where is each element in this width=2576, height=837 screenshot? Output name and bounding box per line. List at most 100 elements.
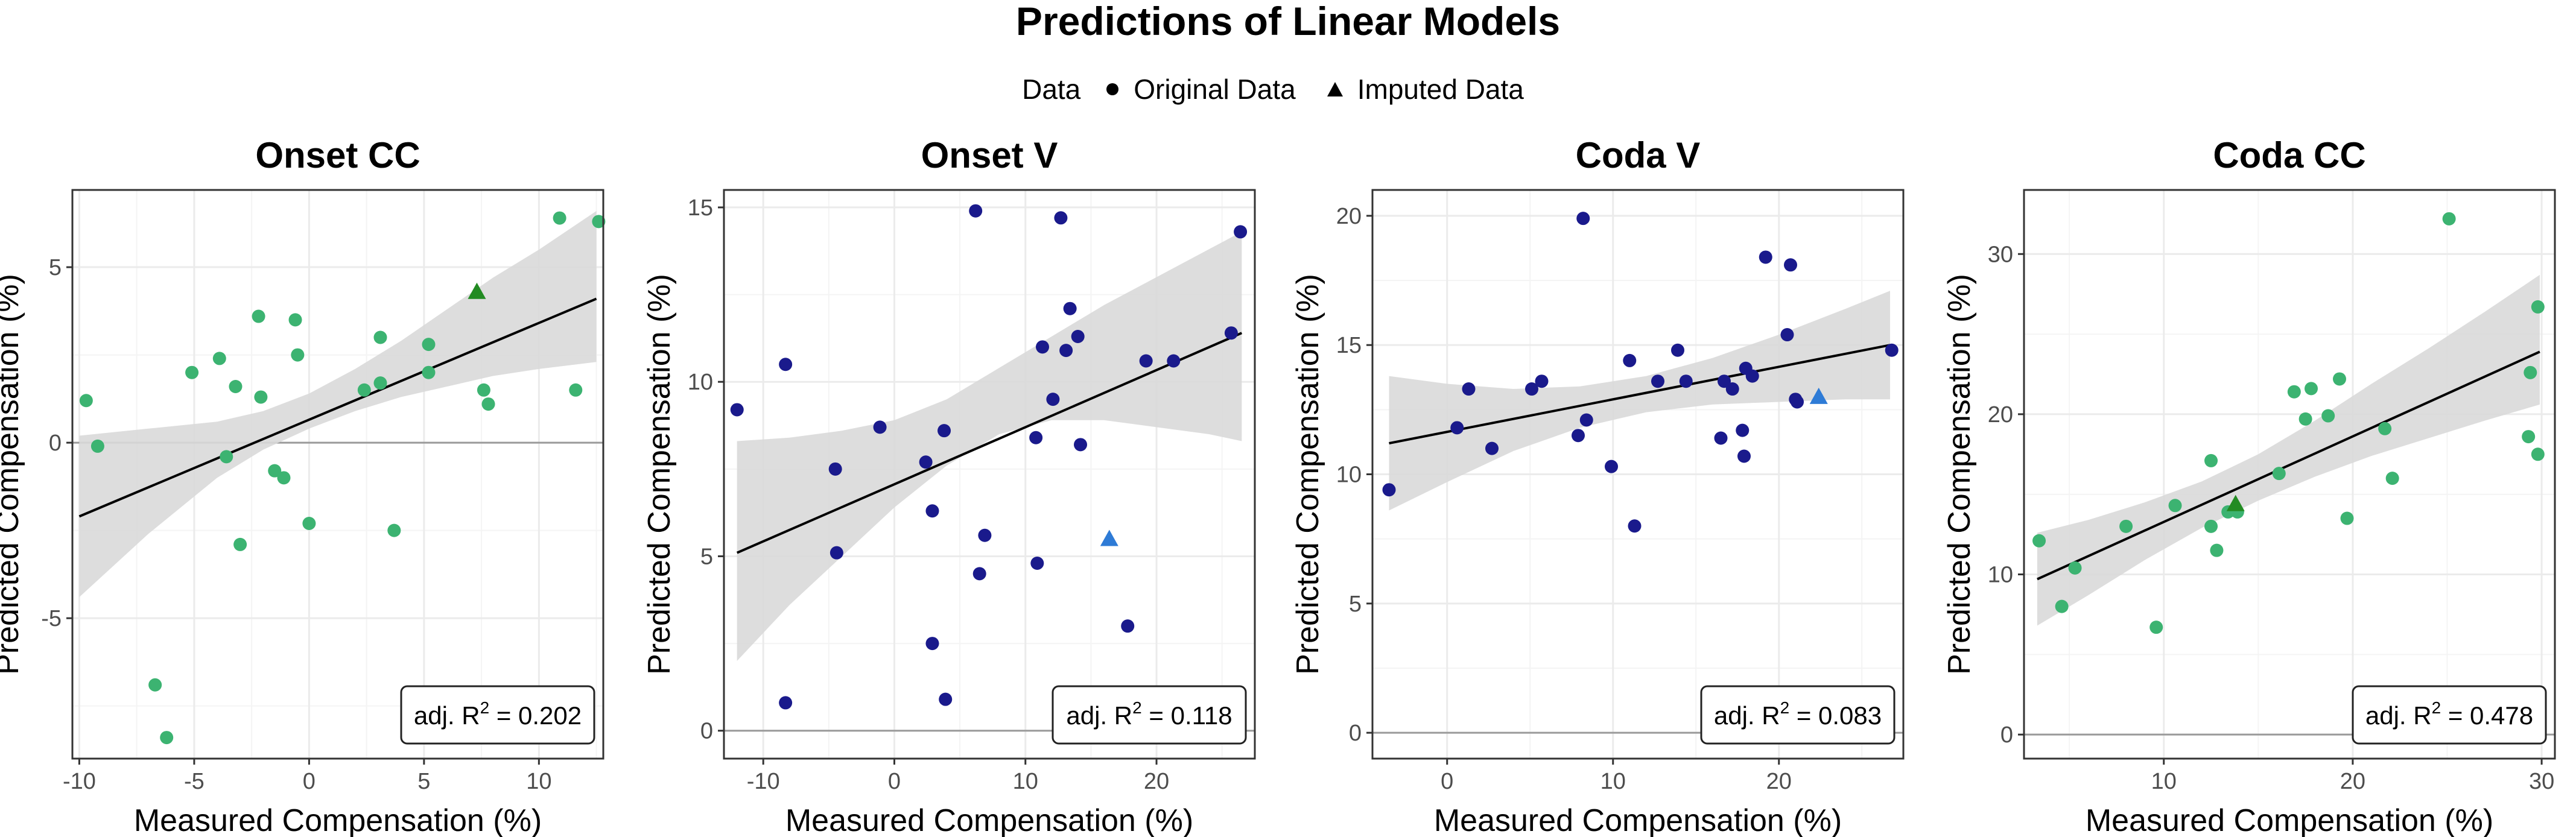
data-point [373, 376, 387, 390]
imputed-point [1809, 387, 1828, 404]
data-point [1059, 344, 1073, 358]
data-point [1759, 250, 1772, 264]
data-point [969, 204, 983, 218]
data-point [1121, 619, 1135, 633]
data-point [779, 358, 793, 371]
r2-value: = 0.478 [2441, 701, 2533, 730]
x-tick-label: 5 [417, 769, 430, 794]
data-point [160, 731, 174, 745]
data-point [1139, 354, 1153, 368]
data-point [2204, 519, 2218, 533]
data-point [277, 471, 291, 485]
x-tick-label: -10 [747, 769, 780, 794]
y-tick-label: 30 [1988, 242, 2013, 267]
y-tick-label: 20 [1336, 204, 1362, 229]
data-point [477, 383, 490, 397]
x-tick-label: -10 [63, 769, 96, 794]
data-point [254, 390, 268, 404]
confidence-band [2037, 274, 2540, 626]
x-axis-title: Measured Compensation (%) [785, 803, 1193, 837]
legend-title: Data [1022, 74, 1081, 105]
r2-value: = 0.118 [1142, 701, 1232, 730]
x-tick-label: 0 [1441, 769, 1453, 794]
y-axis-title: Predicted Compensation (%) [642, 274, 677, 675]
triangle-icon [1327, 82, 1343, 96]
data-point [291, 348, 305, 362]
y-tick-label: 15 [1336, 333, 1362, 358]
x-tick-label: -5 [184, 769, 205, 794]
regression-line [2037, 350, 2540, 581]
data-point [1525, 382, 1538, 396]
x-tick-label: 10 [1600, 769, 1626, 794]
data-point [302, 516, 316, 530]
r2-superscript: 2 [1132, 698, 1142, 717]
panel-title: Coda V [1576, 135, 1701, 175]
data-point [1450, 421, 1464, 435]
y-tick-label: 5 [1349, 592, 1362, 617]
x-axis-title: Measured Compensation (%) [134, 803, 542, 837]
data-point [2298, 412, 2312, 426]
data-point [2204, 453, 2218, 467]
x-axis-title: Measured Compensation (%) [2086, 803, 2493, 837]
data-point [1791, 395, 1804, 409]
data-point [1745, 369, 1759, 383]
r2-value: = 0.083 [1789, 701, 1882, 730]
y-tick-label: 20 [1988, 402, 2013, 428]
data-point [481, 397, 495, 411]
data-point [220, 450, 233, 464]
data-point [1780, 328, 1794, 342]
r2-box [2352, 685, 2547, 745]
y-axis-title: Predicted Compensation (%) [1942, 274, 1977, 675]
data-point [1679, 374, 1693, 388]
y-tick-label: 0 [2000, 722, 2013, 748]
data-point [1714, 431, 1728, 445]
x-tick-label: 20 [1144, 769, 1169, 794]
panel-3: 0 10 20 0 5 10 15 20 Coda V Measured Compensation… [1290, 135, 1905, 837]
data-point [2385, 472, 2399, 485]
data-point [387, 523, 401, 537]
data-point [569, 383, 583, 397]
data-point [1071, 329, 1085, 343]
r2-value: = 0.202 [489, 701, 582, 730]
y-tick-label: 10 [688, 370, 713, 395]
legend-item-original: Original Data [1105, 71, 1296, 107]
data-point [288, 313, 302, 327]
data-point [919, 455, 933, 469]
data-point [2272, 467, 2286, 481]
regression-line [78, 297, 597, 518]
data-point [1054, 211, 1068, 225]
y-tick-label: 10 [1336, 463, 1362, 488]
data-point [268, 464, 282, 478]
data-point [1485, 441, 1499, 455]
imputed-point [2226, 494, 2245, 511]
data-point [1737, 449, 1751, 463]
data-point [2378, 422, 2392, 435]
data-point [553, 211, 566, 225]
y-tick-label: 0 [1349, 721, 1362, 746]
data-point [373, 330, 387, 344]
data-point [1074, 438, 1088, 452]
data-point [1579, 413, 1593, 427]
data-point [1736, 423, 1750, 437]
data-point [972, 567, 986, 581]
data-point [2531, 300, 2545, 314]
data-point [1605, 460, 1618, 473]
data-point [2524, 365, 2537, 379]
data-point [1167, 354, 1181, 368]
data-point [873, 420, 887, 434]
regression-line [1389, 344, 1891, 445]
y-tick-label: -5 [41, 606, 62, 631]
panel-title: Coda CC [2213, 135, 2365, 175]
data-point [779, 696, 793, 710]
y-tick-label: 10 [1988, 563, 2013, 588]
y-axis-title: Predicted Compensation (%) [0, 274, 25, 675]
data-point [939, 692, 953, 706]
x-tick-label: 10 [526, 769, 551, 794]
panel-title: Onset V [921, 135, 1058, 175]
data-point [422, 338, 436, 352]
data-point [2168, 499, 2182, 513]
data-point [1718, 374, 1731, 388]
data-point [925, 504, 939, 518]
